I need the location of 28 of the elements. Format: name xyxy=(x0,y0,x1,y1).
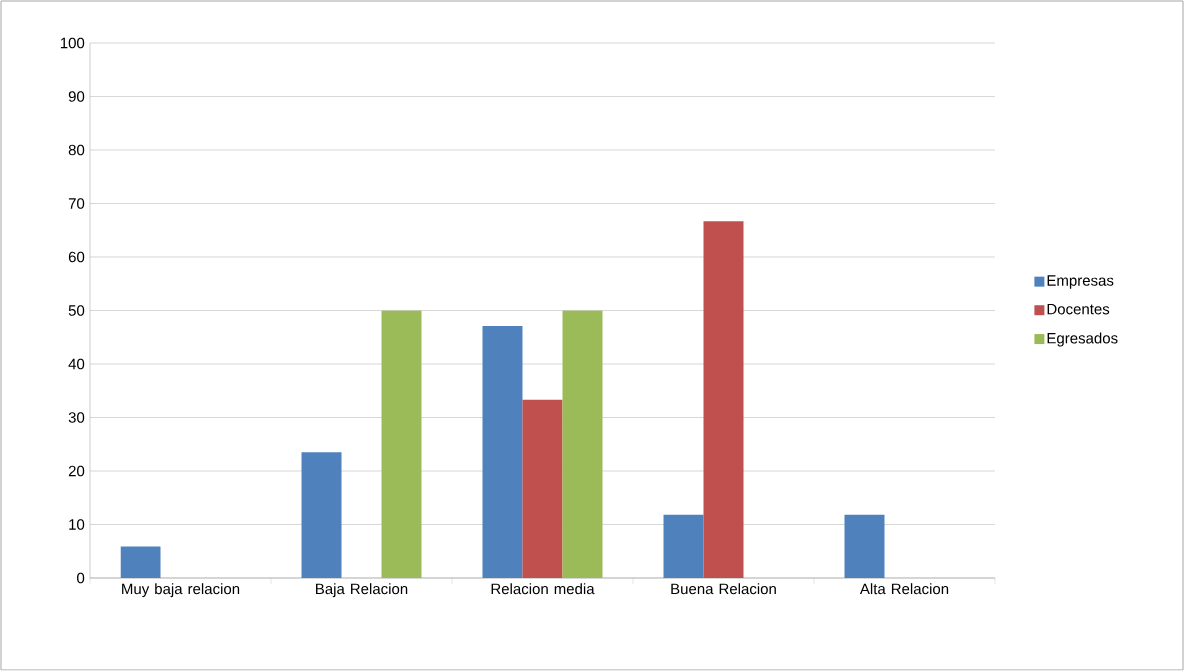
bar xyxy=(844,514,885,578)
y-tick-label: 90 xyxy=(68,91,85,102)
x-tick-label: Baja Relacion xyxy=(316,583,408,598)
bar xyxy=(663,514,704,578)
bar xyxy=(703,221,744,578)
y-tick-label: 20 xyxy=(68,465,85,477)
bar xyxy=(482,326,523,578)
legend-label: Empresas xyxy=(1047,275,1114,289)
y-tick-label: 10 xyxy=(69,519,85,530)
y-tick-label: 70 xyxy=(68,198,85,209)
y-tick-label: 60 xyxy=(68,251,85,263)
y-tick-label: 30 xyxy=(68,412,85,423)
bar xyxy=(301,452,342,578)
y-tick-label: 50 xyxy=(68,305,85,316)
legend-label: Egresados xyxy=(1047,332,1118,347)
legend-label: Docentes xyxy=(1047,303,1110,315)
bar xyxy=(381,310,422,578)
bar xyxy=(522,399,563,578)
bar xyxy=(562,310,603,578)
y-tick-label: 100 xyxy=(60,37,85,49)
x-tick-label: Alta Relacion xyxy=(859,583,949,595)
y-tick-label: 40 xyxy=(68,358,85,370)
y-tick-label: 80 xyxy=(68,144,85,156)
y-tick-label: 0 xyxy=(77,572,85,584)
bar xyxy=(120,546,161,578)
x-tick-label: Buena Relacion xyxy=(671,583,776,595)
x-tick-label: Relacion media xyxy=(491,583,595,595)
x-tick-label: Muy baja relacion xyxy=(122,583,240,598)
